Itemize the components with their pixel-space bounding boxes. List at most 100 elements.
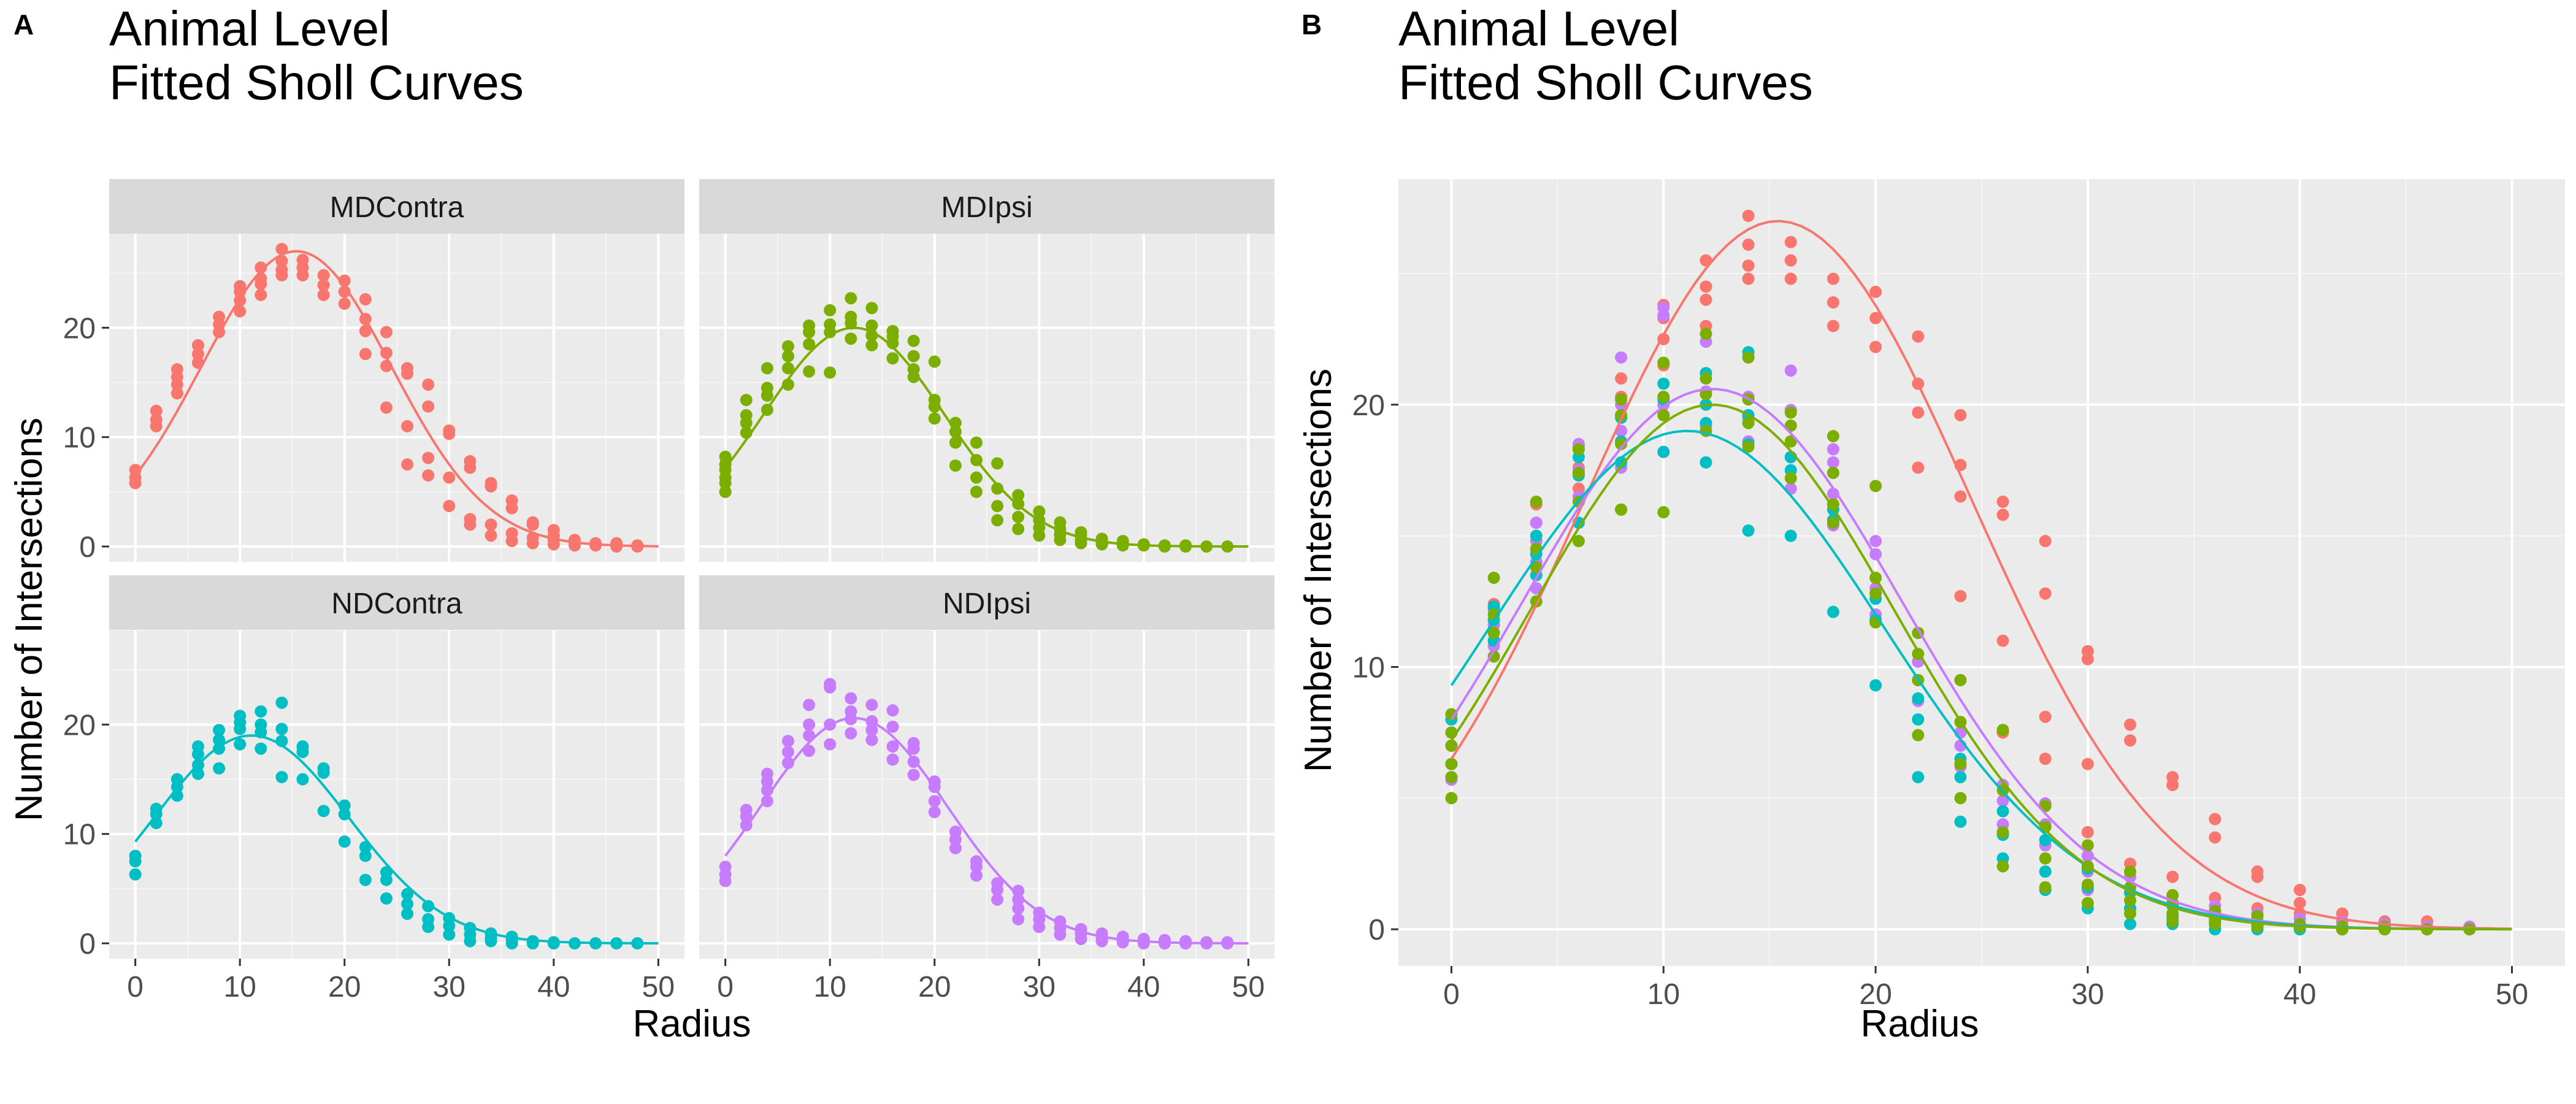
data-point-ndipsi	[781, 735, 794, 748]
data-point-mdcontra	[1615, 372, 1628, 385]
data-point-mdipsi	[991, 514, 1004, 527]
data-point-mdipsi	[1657, 356, 1670, 369]
data-point-mdipsi	[1996, 860, 2009, 873]
data-point-mdipsi	[928, 412, 941, 425]
facet-ndipsi: NDIpsi 0 10 20 30 40 50	[699, 575, 1275, 1003]
data-point-mdcontra	[2081, 757, 2094, 770]
facet-mdcontra-y-tick-label: 0	[79, 531, 96, 564]
data-point-mdipsi	[2081, 839, 2094, 852]
data-point-ndcontra	[1700, 456, 1712, 469]
panel-a-y-axis-label: Number of Intersections	[8, 418, 50, 821]
data-point-mdipsi	[719, 450, 732, 463]
data-point-mdipsi	[865, 339, 878, 351]
data-point-mdcontra	[2166, 870, 2179, 883]
data-point-ndipsi	[1827, 456, 1839, 469]
panel-b-x-tick-label: 40	[2283, 978, 2316, 1011]
facet-strip-ndipsi	[699, 575, 1275, 630]
data-point-mdcontra	[1954, 490, 1967, 503]
data-point-mdcontra	[401, 420, 414, 432]
data-point-mdipsi	[949, 459, 962, 472]
data-point-ndcontra	[317, 762, 330, 775]
data-point-ndipsi	[761, 795, 773, 808]
data-point-ndcontra	[191, 767, 204, 780]
data-point-mdipsi	[824, 366, 837, 379]
data-point-ndipsi	[991, 876, 1004, 889]
data-point-mdipsi	[1742, 351, 1755, 364]
data-point-mdipsi	[886, 324, 899, 337]
data-point-mdcontra	[422, 400, 435, 413]
data-point-mdcontra	[485, 518, 497, 531]
data-point-mdcontra	[1869, 285, 1882, 298]
data-point-mdcontra	[296, 253, 309, 266]
data-point-mdipsi	[928, 355, 941, 368]
data-point-mdcontra	[1742, 209, 1755, 222]
data-point-mdipsi	[1572, 443, 1585, 456]
data-point-mdcontra	[1869, 312, 1882, 324]
data-point-ndipsi	[865, 699, 878, 711]
data-point-ndipsi	[886, 704, 899, 717]
data-point-mdcontra	[317, 288, 330, 301]
data-point-mdipsi	[761, 362, 773, 375]
data-point-ndipsi	[719, 861, 732, 873]
data-point-mdcontra	[568, 534, 581, 546]
data-point-ndcontra	[401, 907, 414, 920]
facet-ndipsi-x-tick-label: 20	[918, 971, 951, 1003]
data-point-mdcontra	[171, 363, 183, 376]
data-point-mdcontra	[1996, 508, 2009, 521]
data-point-mdcontra	[213, 310, 226, 323]
data-point-ndipsi	[886, 740, 899, 753]
facet-strip-label-ndcontra: NDContra	[331, 588, 462, 620]
facet-strip-label-mdipsi: MDIpsi	[941, 191, 1032, 224]
data-point-ndcontra	[1657, 445, 1670, 458]
data-point-mdcontra	[2251, 865, 2264, 878]
data-point-ndipsi	[740, 803, 753, 816]
data-point-mdcontra	[1827, 296, 1839, 309]
data-point-mdipsi	[1445, 708, 1458, 721]
facet-ndcontra-x-tick-label: 10	[223, 971, 256, 1003]
data-point-mdipsi	[1615, 393, 1628, 406]
panel-a: A Animal Level Fitted Sholl Curves Radiu…	[8, 1, 1275, 1045]
data-point-mdcontra	[526, 516, 539, 529]
data-point-mdipsi	[1700, 388, 1712, 401]
data-point-mdcontra	[1912, 461, 1925, 474]
data-point-ndipsi	[928, 795, 941, 808]
data-point-ndcontra	[401, 887, 414, 900]
data-point-mdipsi	[1700, 328, 1712, 340]
data-point-mdipsi	[803, 319, 816, 332]
data-point-ndcontra	[213, 762, 226, 775]
data-point-mdcontra	[2293, 897, 2306, 910]
data-point-mdcontra	[401, 458, 414, 471]
data-point-mdipsi	[1487, 650, 1500, 663]
data-point-ndipsi	[761, 767, 773, 780]
facet-ndipsi-x-tick-label: 0	[717, 971, 734, 1003]
data-point-mdcontra	[1784, 254, 1797, 267]
data-point-ndipsi	[803, 718, 816, 731]
data-point-mdcontra	[505, 527, 518, 540]
data-point-mdcontra	[1700, 280, 1712, 293]
data-point-ndcontra	[129, 868, 142, 881]
data-point-mdipsi	[1033, 505, 1046, 518]
data-point-mdipsi	[1657, 390, 1670, 403]
data-point-mdipsi	[2124, 894, 2137, 907]
data-point-ndcontra	[2124, 918, 2137, 930]
facet-ndcontra: NDContra 0 10 20 30 40 50 0 10 20	[63, 575, 684, 1003]
data-point-mdcontra	[359, 324, 372, 337]
data-point-mdipsi	[1012, 510, 1025, 523]
data-point-mdipsi	[907, 350, 920, 362]
data-point-mdipsi	[886, 352, 899, 365]
data-point-mdipsi	[1012, 523, 1025, 535]
data-point-mdipsi	[2124, 865, 2137, 878]
data-point-mdcontra	[338, 297, 351, 310]
data-point-mdipsi	[2166, 907, 2179, 920]
data-point-mdipsi	[1742, 416, 1755, 429]
data-point-mdipsi	[970, 436, 983, 449]
data-point-mdcontra	[401, 362, 414, 375]
data-point-mdipsi	[1572, 535, 1585, 548]
data-point-ndcontra	[275, 723, 288, 735]
data-point-mdipsi	[1869, 480, 1882, 493]
data-point-ndipsi	[1179, 935, 1192, 948]
data-point-mdcontra	[443, 500, 456, 513]
panel-b-y-tick-label: 20	[1352, 389, 1385, 422]
data-point-ndipsi	[970, 855, 983, 868]
data-point-mdipsi	[1996, 826, 2009, 838]
